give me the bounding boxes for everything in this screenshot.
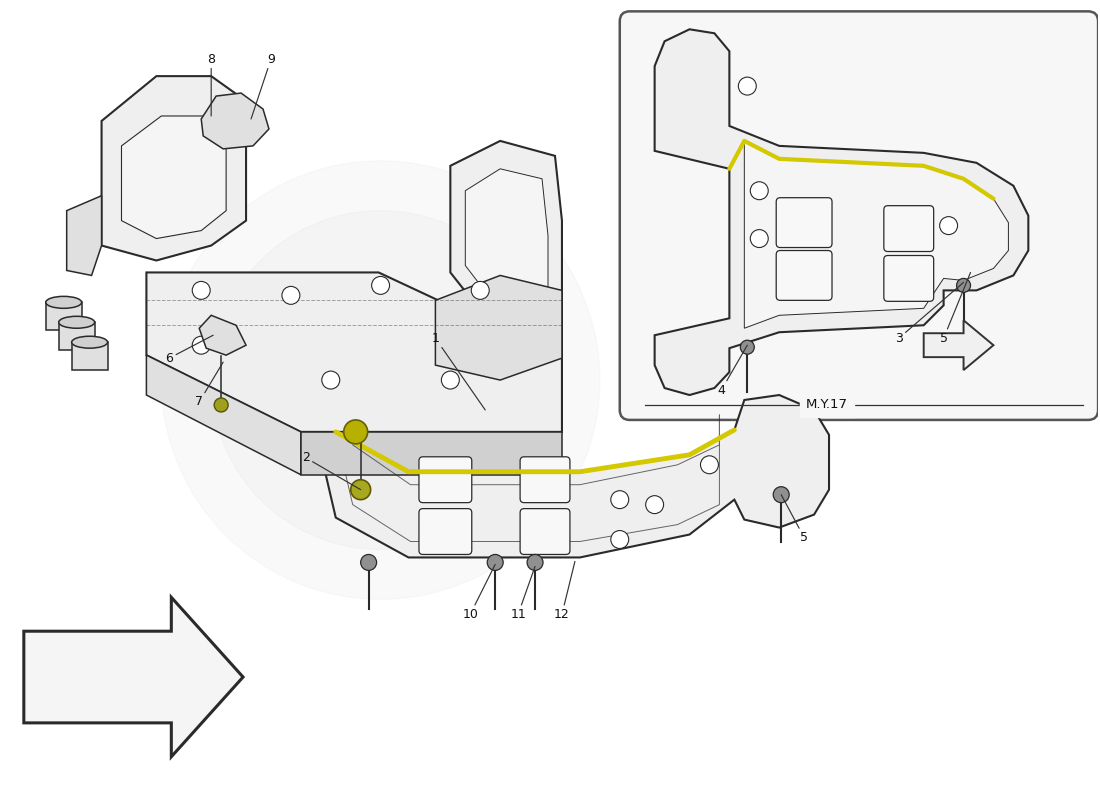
Polygon shape	[121, 116, 227, 238]
Circle shape	[351, 480, 371, 500]
Polygon shape	[146, 273, 562, 432]
Circle shape	[701, 456, 718, 474]
Polygon shape	[924, 320, 993, 370]
Circle shape	[750, 182, 768, 200]
Text: a passion for parts since 1985: a passion for parts since 1985	[207, 339, 594, 560]
FancyBboxPatch shape	[419, 457, 472, 502]
Polygon shape	[72, 342, 108, 370]
Circle shape	[957, 278, 970, 292]
Polygon shape	[46, 302, 81, 330]
Text: M.Y.17: M.Y.17	[806, 398, 848, 411]
Circle shape	[192, 282, 210, 299]
Text: 11: 11	[510, 566, 535, 621]
Polygon shape	[465, 169, 548, 335]
FancyBboxPatch shape	[419, 509, 472, 554]
Text: 2: 2	[301, 451, 361, 490]
Circle shape	[939, 217, 958, 234]
Polygon shape	[67, 196, 101, 275]
Text: 6: 6	[165, 335, 213, 365]
Polygon shape	[745, 141, 1009, 328]
Polygon shape	[201, 93, 270, 149]
Polygon shape	[199, 315, 246, 355]
Text: 9: 9	[251, 53, 275, 119]
FancyBboxPatch shape	[619, 11, 1098, 420]
Circle shape	[343, 420, 367, 444]
Ellipse shape	[46, 296, 81, 308]
Text: 3: 3	[894, 282, 964, 345]
Circle shape	[487, 554, 503, 570]
Circle shape	[352, 481, 370, 498]
Text: 5: 5	[939, 273, 970, 345]
Text: 7: 7	[195, 362, 223, 409]
Polygon shape	[211, 210, 550, 550]
Circle shape	[738, 77, 757, 95]
Circle shape	[322, 371, 340, 389]
Polygon shape	[450, 141, 562, 358]
Circle shape	[610, 530, 629, 549]
Circle shape	[740, 340, 755, 354]
Circle shape	[750, 230, 768, 247]
Ellipse shape	[72, 336, 108, 348]
Text: 5: 5	[781, 494, 808, 544]
Text: 1: 1	[431, 332, 485, 410]
Circle shape	[214, 398, 228, 412]
Polygon shape	[301, 432, 562, 474]
Text: 8: 8	[207, 53, 216, 116]
Polygon shape	[654, 30, 1028, 395]
Ellipse shape	[58, 316, 95, 328]
Text: 12: 12	[554, 562, 575, 621]
Circle shape	[646, 496, 663, 514]
Circle shape	[372, 277, 389, 294]
FancyBboxPatch shape	[883, 255, 934, 302]
Polygon shape	[436, 275, 562, 380]
Polygon shape	[326, 395, 829, 558]
Circle shape	[192, 336, 210, 354]
Polygon shape	[58, 322, 95, 350]
Circle shape	[361, 554, 376, 570]
FancyBboxPatch shape	[520, 457, 570, 502]
Polygon shape	[24, 598, 243, 757]
FancyBboxPatch shape	[777, 250, 832, 300]
FancyBboxPatch shape	[777, 198, 832, 247]
Circle shape	[282, 286, 300, 304]
FancyBboxPatch shape	[520, 509, 570, 554]
Circle shape	[441, 371, 460, 389]
FancyBboxPatch shape	[883, 206, 934, 251]
Circle shape	[471, 282, 490, 299]
Text: 10: 10	[462, 565, 495, 621]
Text: 4: 4	[717, 345, 747, 397]
Polygon shape	[162, 161, 600, 599]
Polygon shape	[101, 76, 246, 261]
Circle shape	[610, 490, 629, 509]
Circle shape	[773, 486, 789, 502]
Circle shape	[527, 554, 543, 570]
Polygon shape	[146, 355, 301, 474]
